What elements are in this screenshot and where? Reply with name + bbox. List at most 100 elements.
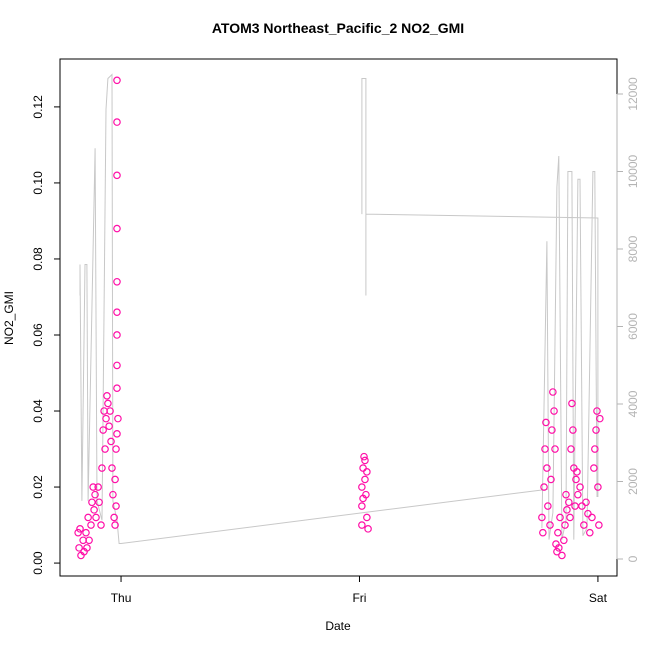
- point: [550, 407, 558, 415]
- point: [91, 490, 99, 499]
- point: [364, 525, 372, 533]
- point: [558, 551, 566, 560]
- point: [590, 464, 598, 472]
- point: [113, 277, 121, 286]
- point: [113, 430, 121, 438]
- point: [539, 528, 547, 537]
- point: [567, 445, 575, 453]
- point: [549, 388, 557, 396]
- point: [578, 502, 586, 510]
- point: [363, 513, 371, 522]
- point: [592, 426, 600, 434]
- point: [566, 513, 574, 522]
- point: [543, 464, 551, 472]
- point: [75, 544, 83, 552]
- x-tick-label: Sat: [589, 591, 608, 605]
- y-tick-label: 0.06: [31, 323, 45, 347]
- point: [113, 224, 121, 233]
- point: [546, 521, 554, 529]
- y2-tick-label: 0: [626, 555, 640, 562]
- y2-tick-label: 4000: [626, 390, 640, 417]
- y-tick-label: 0.10: [31, 171, 45, 195]
- point: [542, 418, 550, 427]
- point: [563, 506, 571, 514]
- point: [574, 490, 582, 499]
- point: [95, 498, 103, 507]
- point: [568, 399, 576, 408]
- point: [363, 468, 371, 476]
- point: [82, 528, 90, 537]
- point: [111, 475, 119, 484]
- point: [361, 456, 369, 465]
- point: [102, 414, 110, 423]
- point: [584, 509, 592, 518]
- point: [85, 536, 93, 545]
- point: [88, 498, 96, 507]
- point: [113, 361, 121, 370]
- point: [565, 498, 573, 507]
- point: [90, 506, 98, 514]
- point: [538, 513, 546, 522]
- point: [361, 475, 369, 484]
- point: [358, 483, 366, 491]
- point: [594, 483, 602, 491]
- point: [101, 445, 109, 453]
- altitude-line: [79, 73, 599, 544]
- point: [107, 437, 115, 446]
- y2-tick-label: 2000: [626, 468, 640, 495]
- point: [572, 475, 580, 484]
- point: [571, 502, 579, 510]
- point: [113, 76, 121, 85]
- point: [112, 502, 120, 510]
- point: [84, 513, 92, 522]
- point: [97, 521, 105, 529]
- point: [87, 521, 95, 529]
- point: [561, 521, 569, 529]
- point: [94, 483, 102, 491]
- point: [106, 407, 114, 415]
- y-tick-label: 0.04: [31, 399, 45, 423]
- point: [109, 490, 117, 499]
- point: [113, 171, 121, 180]
- point: [556, 513, 564, 522]
- point: [111, 521, 119, 529]
- point: [553, 547, 561, 556]
- plot-box: [59, 58, 618, 577]
- point: [110, 513, 118, 522]
- point: [360, 452, 368, 461]
- point: [83, 544, 91, 552]
- point: [74, 528, 82, 537]
- point: [547, 475, 555, 484]
- y-tick-label: 0.12: [31, 95, 45, 119]
- point: [105, 422, 113, 431]
- point: [593, 407, 601, 415]
- point: [98, 464, 106, 472]
- point: [560, 536, 568, 545]
- point: [573, 468, 581, 476]
- point: [582, 498, 590, 507]
- point: [103, 392, 111, 400]
- point: [89, 483, 97, 491]
- point: [92, 513, 100, 522]
- point: [541, 445, 549, 453]
- y2-tick-label: 12000: [626, 77, 640, 111]
- point: [540, 483, 548, 491]
- point: [562, 490, 570, 499]
- point: [544, 502, 552, 510]
- y-axis-label: NO2_GMI: [2, 291, 16, 345]
- point: [586, 528, 594, 537]
- y2-tick-label: 8000: [626, 235, 640, 262]
- point: [591, 445, 599, 453]
- y-tick-label: 0.08: [31, 247, 45, 271]
- point: [108, 464, 116, 472]
- point: [548, 426, 556, 434]
- y2-tick-label: 6000: [626, 313, 640, 340]
- x-tick-label: Thu: [111, 591, 132, 605]
- x-axis-label: Date: [325, 619, 351, 633]
- y2-tick-label: 10000: [626, 154, 640, 188]
- point: [595, 521, 603, 529]
- point: [569, 426, 577, 434]
- point: [112, 445, 120, 453]
- point: [76, 525, 84, 533]
